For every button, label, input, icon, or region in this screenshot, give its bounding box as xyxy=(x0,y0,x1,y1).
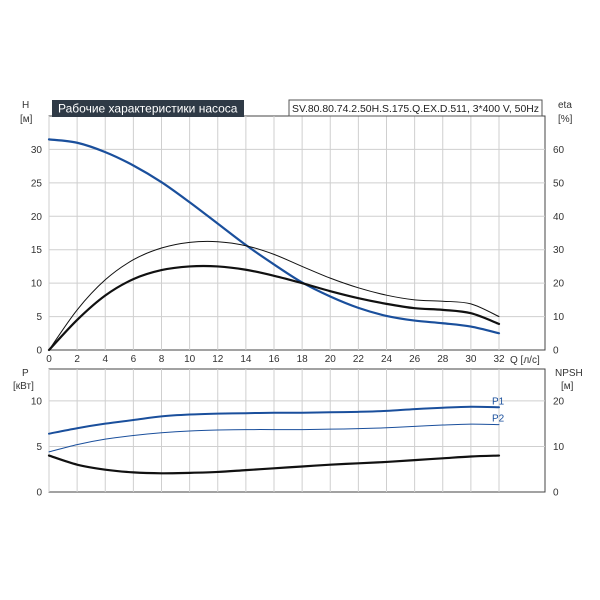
x-tick-label: 20 xyxy=(325,354,337,365)
y-left-tick-label: 10 xyxy=(31,279,43,290)
y-right-label-eta: eta xyxy=(558,100,572,111)
y-left-label-power: P xyxy=(22,368,29,379)
pump-model: SV.80.80.74.2.50H.S.175.Q.EX.D.511, 3*40… xyxy=(292,104,539,115)
y-left-unit-head: [м] xyxy=(20,114,33,125)
series-label-p1: P1 xyxy=(492,396,505,407)
x-tick-label: 16 xyxy=(268,354,280,365)
tick-labels: 0 2 4 6 8 10 12 14 16 18 20 22 24 26 28 30 3205101520253… xyxy=(31,145,565,499)
y-left-unit-power: [кВт] xyxy=(13,381,34,392)
y-left-tick-label: 5 xyxy=(36,312,42,323)
power-tick-label: 10 xyxy=(31,396,43,407)
x-tick-label: 2 xyxy=(74,354,80,365)
y-right-label-npsh: NPSH xyxy=(555,368,583,379)
x-tick-label: 6 xyxy=(131,354,137,365)
x-tick-label: 18 xyxy=(297,354,309,365)
npsh-tick-label: 0 xyxy=(553,488,559,499)
bottom-grid xyxy=(48,369,545,492)
x-tick-label: 22 xyxy=(353,354,365,365)
series-line-p2 xyxy=(48,423,500,453)
x-tick-label: 28 xyxy=(437,354,449,365)
x-tick-label: 14 xyxy=(240,354,252,365)
series-line-eta-thin xyxy=(48,240,500,351)
y-left-tick-label: 20 xyxy=(31,212,43,223)
y-right-tick-label: 0 xyxy=(553,346,559,357)
power-tick-label: 0 xyxy=(36,488,42,499)
y-left-label-head: H xyxy=(22,100,29,111)
series-layer: P1 P2 xyxy=(47,138,505,475)
y-right-tick-label: 30 xyxy=(553,245,565,256)
y-right-tick-label: 40 xyxy=(553,212,565,223)
model-box xyxy=(288,99,543,117)
x-tick-label: 12 xyxy=(212,354,224,365)
y-right-unit-eta: [%] xyxy=(558,114,573,125)
series-line-npsh xyxy=(47,454,501,475)
y-left-tick-label: 30 xyxy=(31,145,43,156)
y-right-unit-npsh: [м] xyxy=(561,381,574,392)
y-left-tick-label: 0 xyxy=(36,346,42,357)
power-tick-label: 5 xyxy=(36,442,42,453)
x-tick-label: 26 xyxy=(409,354,421,365)
chart-title: Рабочие характеристики насоса xyxy=(58,102,238,116)
y-right-tick-label: 10 xyxy=(553,312,565,323)
y-right-tick-label: 60 xyxy=(553,145,565,156)
top-grid xyxy=(48,116,545,350)
npsh-tick-label: 10 xyxy=(553,442,565,453)
title-box xyxy=(52,100,244,117)
y-left-tick-label: 25 xyxy=(31,178,43,189)
series-line-p1 xyxy=(48,405,500,435)
x-tick-label: 30 xyxy=(465,354,477,365)
x-tick-label: 8 xyxy=(159,354,165,365)
x-axis-label: Q [л/с] xyxy=(510,355,540,366)
series-line-eta-thick xyxy=(47,264,501,352)
x-tick-label: 32 xyxy=(493,354,505,365)
y-right-tick-label: 50 xyxy=(553,178,565,189)
series-line-h xyxy=(47,138,501,335)
series-label-p2: P2 xyxy=(492,414,505,425)
x-tick-label: 4 xyxy=(102,354,108,365)
y-right-tick-label: 20 xyxy=(553,279,565,290)
x-tick-label: 0 xyxy=(46,354,52,365)
y-left-tick-label: 15 xyxy=(31,245,43,256)
x-tick-label: 10 xyxy=(184,354,196,365)
npsh-tick-label: 20 xyxy=(553,396,565,407)
x-tick-label: 24 xyxy=(381,354,393,365)
